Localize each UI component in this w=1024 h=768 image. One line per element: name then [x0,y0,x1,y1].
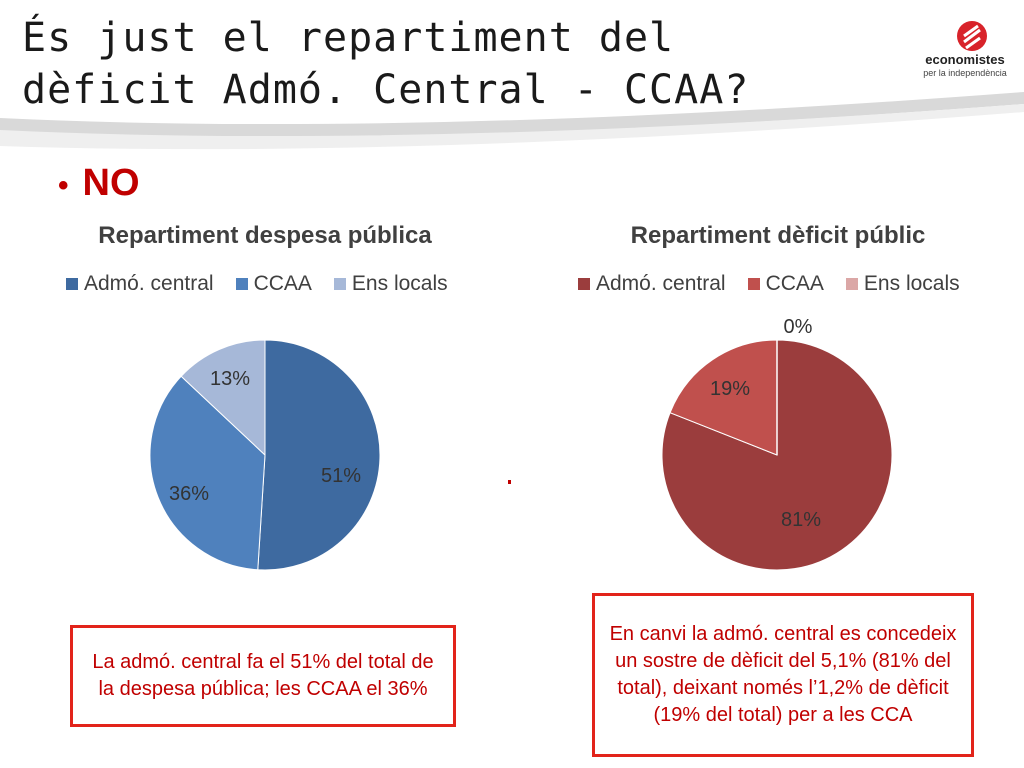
pie-slice [149,375,266,571]
legend-item: Admó. central [578,272,726,296]
title-swoosh [0,92,1024,150]
pie-data-label: 81% [781,509,821,531]
pie-slice [257,339,381,571]
legend-label: Ens locals [863,272,960,295]
pie-data-label: 0% [784,316,813,338]
bullet-text: NO [82,162,140,204]
title-line-1: És just el repartiment del [22,15,675,61]
legend-label: CCAA [253,272,312,295]
bullet-dot-icon: • [58,169,69,202]
stray-dot [508,480,511,484]
bullet-answer: • NO [58,162,140,205]
legend-item: Ens locals [333,272,448,296]
legend-label: Ens locals [351,272,448,295]
logo: economistes per la independència [910,18,1020,82]
legend-label: CCAA [765,272,824,295]
legend-swatch [66,278,78,290]
pie-data-label: 19% [710,378,750,400]
legend-swatch [333,278,346,290]
legend-swatch [578,278,590,290]
right-chart-legend: Admó. central CCAA Ens locals [578,272,960,296]
left-chart-legend: Admó. central CCAA Ens locals [66,272,448,296]
pie-slice [180,339,266,457]
legend-item: CCAA [747,272,824,296]
title-line-2: dèficit Admó. Central - CCAA? [22,67,750,113]
logo-name: economistes [925,52,1005,67]
pie-data-label: 36% [169,483,209,505]
right-note-box: En canvi la admó. central es concedeix u… [592,593,974,757]
legend-item: CCAA [235,272,312,296]
legend-swatch [747,278,760,290]
title-bar: És just el repartiment del dèficit Admó.… [0,0,1024,150]
legend-item: Ens locals [845,272,960,296]
right-pie-chart: 81% 19% 0% [661,316,893,571]
pie-slice [661,339,893,571]
pie-data-label: 51% [321,465,361,487]
legend-label: Admó. central [596,272,726,295]
legend-swatch [845,278,858,290]
left-chart-title: Repartiment despesa pública [98,222,432,249]
left-note-box: La admó. central fa el 51% del total de … [70,625,456,727]
left-pie-chart: 51% 36% 13% [149,339,381,571]
pie-data-label: 13% [210,368,250,390]
right-chart-title: Repartiment dèficit públic [630,222,926,249]
logo-tagline: per la independència [923,68,1007,78]
page-title: És just el repartiment del dèficit Admó.… [22,12,902,116]
pie-slice [669,339,778,456]
legend-label: Admó. central [84,272,214,295]
logo-mark-icon [957,21,987,51]
legend-swatch [235,278,248,290]
legend-item: Admó. central [66,272,214,296]
